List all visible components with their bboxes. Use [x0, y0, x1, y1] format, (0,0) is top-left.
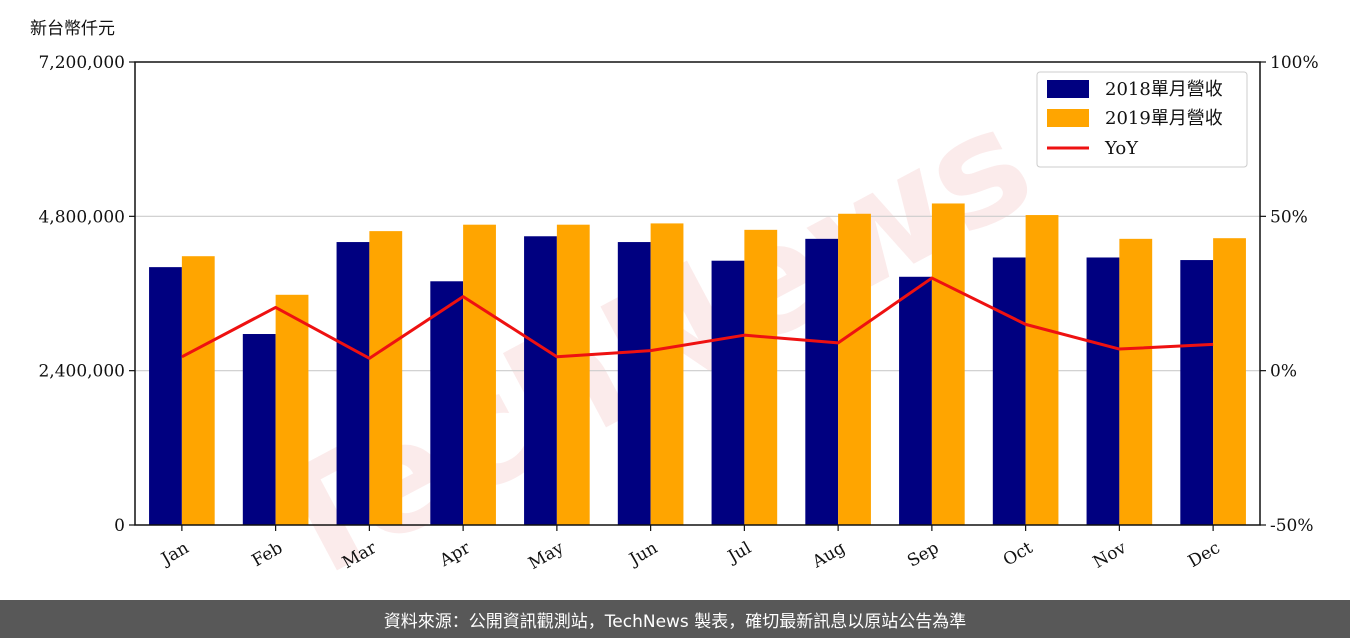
- left-tick-label: 2,400,000: [38, 362, 125, 382]
- legend-label-2018單月營收: 2018單月營收: [1105, 79, 1223, 100]
- bar-2019單月營收-Oct: [1025, 215, 1059, 525]
- left-tick-label: 0: [114, 516, 125, 536]
- legend-swatch-2019單月營收: [1047, 109, 1089, 127]
- right-tick-label: 100%: [1270, 53, 1319, 73]
- bar-2018單月營收-Jul: [711, 260, 745, 525]
- bar-2019單月營收-Feb: [275, 294, 309, 525]
- bar-2018單月營收-Feb: [242, 334, 276, 525]
- bar-2019單月營收-Dec: [1213, 238, 1246, 526]
- y-axis-unit-label: 新台幣仟元: [30, 19, 115, 39]
- bar-2019單月營收-Nov: [1119, 238, 1153, 525]
- bar-2018單月營收-Dec: [1180, 260, 1214, 525]
- bar-2018單月營收-Sep: [899, 276, 932, 525]
- bar-2019單月營收-Jan: [181, 256, 215, 525]
- bar-2018單月營收-Jun: [617, 242, 651, 526]
- legend-label-2019單月營收: 2019單月營收: [1105, 108, 1223, 129]
- right-tick-label: -50%: [1270, 516, 1314, 536]
- legend-swatch-2018單月營收: [1047, 80, 1089, 98]
- source-footer: 資料來源：公開資訊觀測站，TechNews 製表，確切最新訊息以原站公告為準: [0, 600, 1350, 638]
- x-tick-label-Sep: Sep: [904, 538, 942, 572]
- revenue-chart: TechNews 02,400,0004,800,0007,200,000-50…: [38, 53, 1319, 600]
- x-tick-label-Oct: Oct: [1000, 538, 1036, 571]
- bar-2018單月營收-Jan: [149, 267, 182, 525]
- bar-2019單月營收-Sep: [931, 203, 965, 525]
- x-tick-label-Jun: Jun: [625, 538, 662, 571]
- grid-layer: [135, 215, 1260, 372]
- bars-layer: [149, 203, 1246, 526]
- legend-label-yoy: YoY: [1104, 138, 1139, 159]
- legend: 2018單月營收 2019單月營收 YoY: [1036, 71, 1248, 168]
- x-tick-label-Jul: Jul: [723, 538, 755, 568]
- left-tick-label: 7,200,000: [38, 53, 125, 73]
- bar-2019單月營收-Jul: [744, 229, 778, 525]
- x-tick-label-Nov: Nov: [1090, 538, 1130, 573]
- x-tick-label-Aug: Aug: [808, 538, 849, 573]
- bar-2018單月營收-May: [524, 236, 557, 525]
- right-tick-label: 0%: [1270, 362, 1297, 382]
- bar-2019單月營收-Jun: [650, 223, 684, 525]
- bar-2018單月營收-Mar: [336, 242, 370, 526]
- x-tick-label-Dec: Dec: [1185, 538, 1224, 572]
- bar-2018單月營收-Oct: [992, 257, 1026, 525]
- plot-frame: [134, 61, 1261, 526]
- bar-2018單月營收-Apr: [430, 281, 464, 525]
- bar-2019單月營收-Apr: [463, 224, 496, 525]
- legend-box: [1036, 71, 1248, 168]
- bar-2019單月營收-Aug: [838, 213, 871, 525]
- right-tick-label: 50%: [1270, 207, 1308, 227]
- x-tick-label-May: May: [525, 538, 568, 574]
- bar-2018單月營收-Aug: [805, 238, 839, 525]
- bar-2019單月營收-May: [556, 224, 590, 525]
- yoy-line-layer: [181, 276, 1214, 360]
- bar-2019單月營收-Mar: [369, 231, 403, 526]
- left-tick-label: 4,800,000: [38, 207, 125, 227]
- yoy-line: [181, 276, 1214, 360]
- bar-2018單月營收-Nov: [1086, 257, 1120, 525]
- x-tick-label-Jan: Jan: [156, 538, 192, 570]
